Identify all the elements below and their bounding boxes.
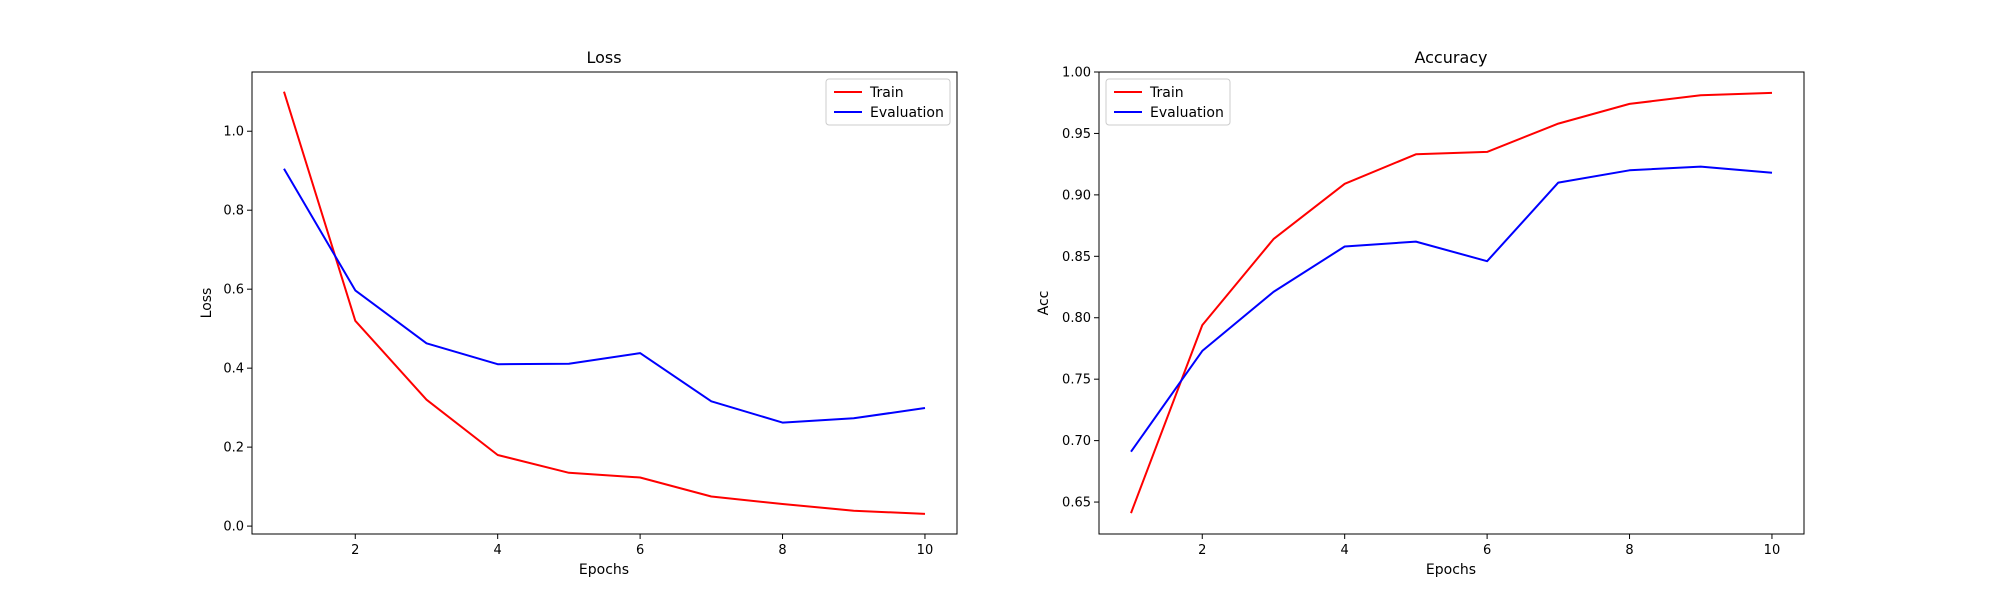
y-tick-label: 0.4: [223, 362, 244, 377]
y-tick-label: 0.65: [1062, 496, 1091, 511]
y-tick-label: 0.90: [1062, 188, 1091, 203]
legend-label: Train: [1149, 85, 1184, 101]
accuracy-chart: Accuracy Epochs Acc 2 4 6 8 10 0.65 0.70 0.75 0.…: [1036, 48, 1805, 578]
x-tick-label: 6: [1483, 543, 1491, 558]
y-tick-label: 0.85: [1062, 250, 1091, 265]
series-line-evaluation: [1130, 165, 1773, 453]
legend-label: Evaluation: [870, 105, 944, 121]
y-tick-label: 0.2: [223, 441, 244, 456]
axes-frame: [1098, 71, 1805, 535]
chart-title: Accuracy: [1414, 48, 1487, 67]
y-axis-label: Acc: [1036, 291, 1052, 316]
y-axis-label: Loss: [199, 288, 215, 319]
series-line-train: [283, 91, 926, 515]
y-tick-label: 0.80: [1062, 311, 1091, 326]
y-tick-label: 1.0: [223, 125, 244, 140]
x-axis-label: Epochs: [1426, 562, 1476, 578]
legend: Train Evaluation: [825, 78, 951, 126]
legend-label: Train: [869, 85, 904, 101]
y-tick-label: 0.95: [1062, 127, 1091, 142]
x-tick-label: 10: [917, 543, 934, 558]
x-tick-label: 8: [778, 543, 786, 558]
legend-label: Evaluation: [1150, 105, 1224, 121]
series-line-evaluation: [283, 168, 926, 424]
legend: Train Evaluation: [1105, 78, 1231, 126]
x-tick-label: 4: [1341, 543, 1349, 558]
x-tick-label: 2: [1198, 543, 1206, 558]
x-axis-label: Epochs: [579, 562, 629, 578]
legend-box: [825, 78, 951, 126]
x-tick-label: 2: [351, 543, 359, 558]
y-tick-label: 0.6: [223, 283, 244, 298]
loss-chart: Loss Epochs Loss 2 4 6 8 10 0.0 0.2 0.4 0.6 0.8 1.…: [199, 48, 958, 578]
x-tick-label: 8: [1625, 543, 1633, 558]
x-tick-label: 6: [636, 543, 644, 558]
y-tick-label: 1.00: [1062, 66, 1091, 81]
y-tick-label: 0.0: [223, 520, 244, 535]
y-tick-label: 0.70: [1062, 434, 1091, 449]
y-tick-label: 0.8: [223, 204, 244, 219]
axes-frame: [251, 71, 958, 535]
series-line-train: [1130, 91, 1773, 514]
legend-box: [1105, 78, 1231, 126]
x-tick-label: 10: [1764, 543, 1781, 558]
x-tick-label: 4: [494, 543, 502, 558]
y-tick-label: 0.75: [1062, 373, 1091, 388]
chart-title: Loss: [586, 48, 621, 67]
